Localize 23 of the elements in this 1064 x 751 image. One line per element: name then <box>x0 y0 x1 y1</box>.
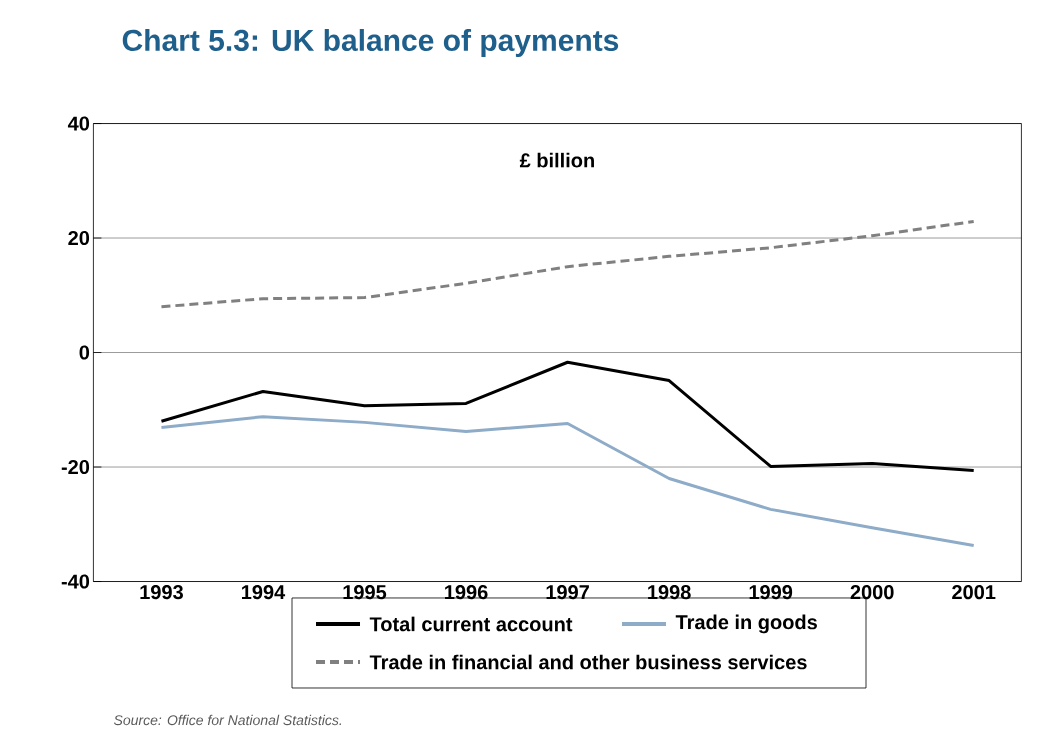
source-note: Source: Office for National Statistics. <box>113 714 342 726</box>
chart-title: Chart 5.3: UK balance of payments <box>122 29 619 57</box>
x-tick-label: 1996 <box>445 585 488 600</box>
x-tick-label: 1998 <box>648 585 691 600</box>
x-tick-label: 2000 <box>850 585 894 600</box>
x-tick-label: 1993 <box>140 585 183 600</box>
annotation: £ billion <box>519 152 594 168</box>
legend-label: Trade in goods <box>675 614 817 634</box>
x-tick-label: 1995 <box>343 585 387 600</box>
legend-label: Total current account <box>369 616 573 632</box>
y-tick-label: -20 <box>61 459 90 475</box>
y-tick-label: 20 <box>68 230 90 246</box>
legend-label: Trade in financial and other business services <box>369 654 807 670</box>
y-tick-label: 40 <box>67 116 90 131</box>
x-tick-label: 1999 <box>749 585 793 600</box>
x-tick-label: 1994 <box>241 585 286 600</box>
x-tick-label: 1997 <box>546 585 589 600</box>
line-series <box>159 415 976 547</box>
x-tick-label: 2001 <box>952 585 996 600</box>
line-series <box>159 219 976 309</box>
y-tick-label: -40 <box>61 574 90 589</box>
line-series <box>159 360 976 472</box>
y-tick-label: 0 <box>79 345 90 360</box>
